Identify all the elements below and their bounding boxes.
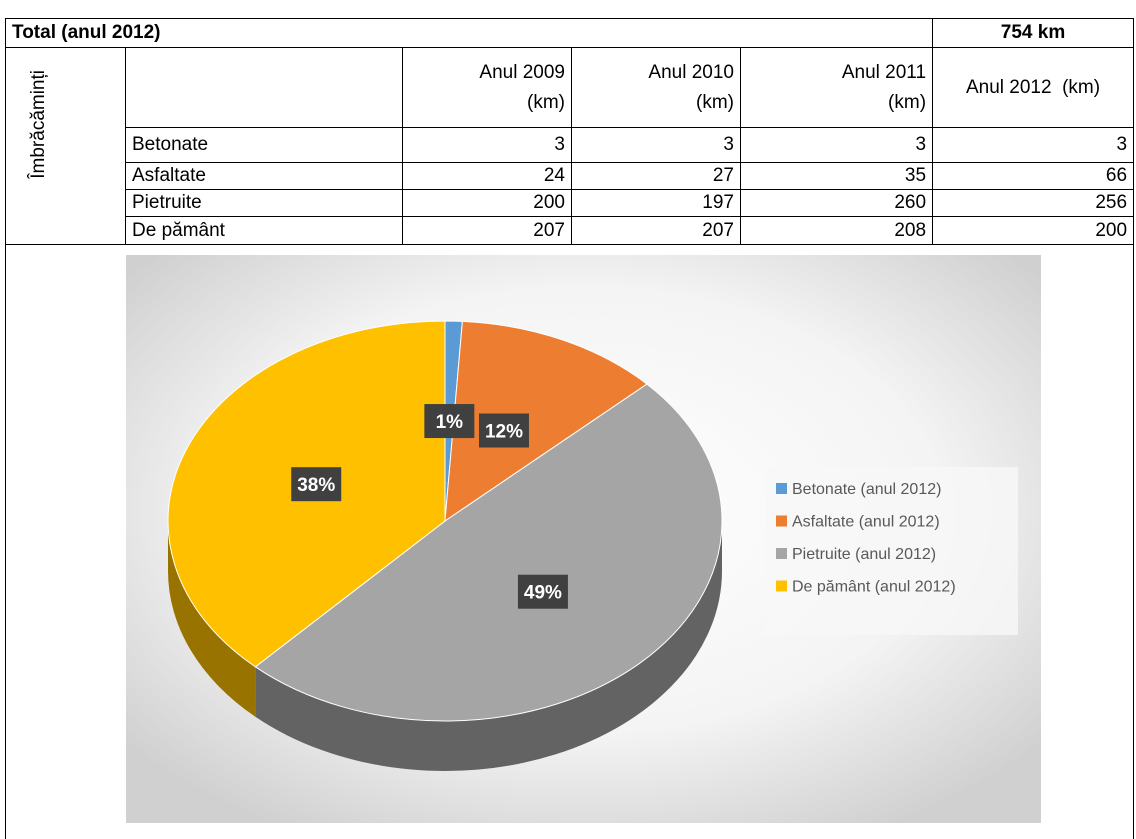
- pie-slice: [444, 320, 648, 523]
- cell: 207: [402, 216, 572, 245]
- data-table: Total (anul 2012) 754 km Îmbrăcăminți An…: [4, 18, 1135, 839]
- cell: 66: [932, 162, 1135, 190]
- cell: 3: [932, 127, 1135, 163]
- cell: Asfaltate: [125, 162, 403, 190]
- legend-swatch: [776, 483, 787, 494]
- cell: 27: [571, 162, 741, 190]
- cell: De pământ: [125, 216, 403, 245]
- legend-swatch: [776, 548, 787, 559]
- cell: 208: [739, 216, 934, 245]
- cell: 207: [571, 216, 741, 245]
- pie-slice: [254, 383, 723, 722]
- chart: 1% 12% 49% 38% Betonate (anul 2012) Asfaltate…: [126, 255, 1041, 823]
- legend-swatch: [776, 515, 787, 527]
- header-line: (km): [696, 91, 734, 113]
- header-cell: Anul 2010 (km): [571, 47, 741, 128]
- row: Asfaltate 24 27 35 66: [6, 162, 1135, 190]
- header-cell: [125, 47, 403, 128]
- data-label: 38%: [297, 475, 335, 496]
- cell: 35: [739, 162, 934, 190]
- header-line: (km): [527, 91, 565, 113]
- cell: Pietruite: [125, 189, 403, 217]
- slice-side: [255, 521, 723, 771]
- header-line: Anul 2009: [479, 61, 565, 83]
- header-line: Anul 2011: [841, 61, 927, 83]
- header-line: Anul 2012 (km): [965, 76, 1101, 98]
- legend-label: Betonate (anul 2012): [792, 481, 941, 498]
- cell: Betonate: [125, 127, 403, 163]
- header-row: Îmbrăcăminți Anul 2009 (km) Anul 2010 (km)…: [5, 47, 1135, 245]
- cell: 256: [932, 189, 1135, 217]
- row: Pietruite 200 197 260 256: [6, 189, 1135, 217]
- data-label: 12%: [485, 422, 523, 443]
- data-label-box: [478, 413, 529, 448]
- side-cell: Îmbrăcăminți: [5, 47, 126, 245]
- total-row: Total (anul 2012) 754 km: [4, 18, 1135, 48]
- legend-swatch: [776, 580, 787, 592]
- header-line: Anul 2010: [648, 61, 734, 83]
- legend-label: Pietruite (anul 2012): [792, 546, 936, 563]
- cell: 260: [739, 189, 934, 217]
- chart-row: 1% 12% 49% 38% Betonate (anul 2012) Asfaltate…: [4, 244, 1135, 839]
- header-cell: Anul 2011 (km): [739, 47, 934, 128]
- cell: 3: [739, 127, 934, 163]
- total-label: Total (anul 2012): [4, 18, 934, 48]
- slice-side: [168, 521, 256, 717]
- legend-label: De pământ (anul 2012): [792, 579, 956, 596]
- data-label: 1%: [436, 412, 464, 433]
- cell: 3: [402, 127, 572, 163]
- cell: 197: [571, 189, 741, 217]
- total-value: 754 km: [932, 18, 1135, 48]
- legend-box: [766, 467, 1018, 635]
- data-label: 49%: [524, 583, 562, 604]
- header-line: (km): [888, 91, 927, 113]
- side-label: Îmbrăcăminți: [28, 70, 49, 179]
- cell: 3: [571, 127, 741, 163]
- header-cell: Anul 2009 (km): [402, 47, 572, 128]
- row: Betonate 3 3 3 3: [6, 127, 1135, 163]
- data-label-box: [517, 574, 568, 609]
- cell: 200: [932, 216, 1135, 245]
- chart-cell: 1% 12% 49% 38% Betonate (anul 2012) Asfaltate…: [4, 244, 1135, 839]
- cell: 200: [402, 189, 572, 217]
- cell: 24: [402, 162, 572, 190]
- data-label-box: [291, 467, 342, 502]
- legend-label: Asfaltate (anul 2012): [792, 514, 940, 531]
- row: De pământ 207 207 208 200: [6, 216, 1135, 245]
- data-label-box: [424, 404, 475, 439]
- header-cell: Anul 2012 (km): [932, 47, 1135, 128]
